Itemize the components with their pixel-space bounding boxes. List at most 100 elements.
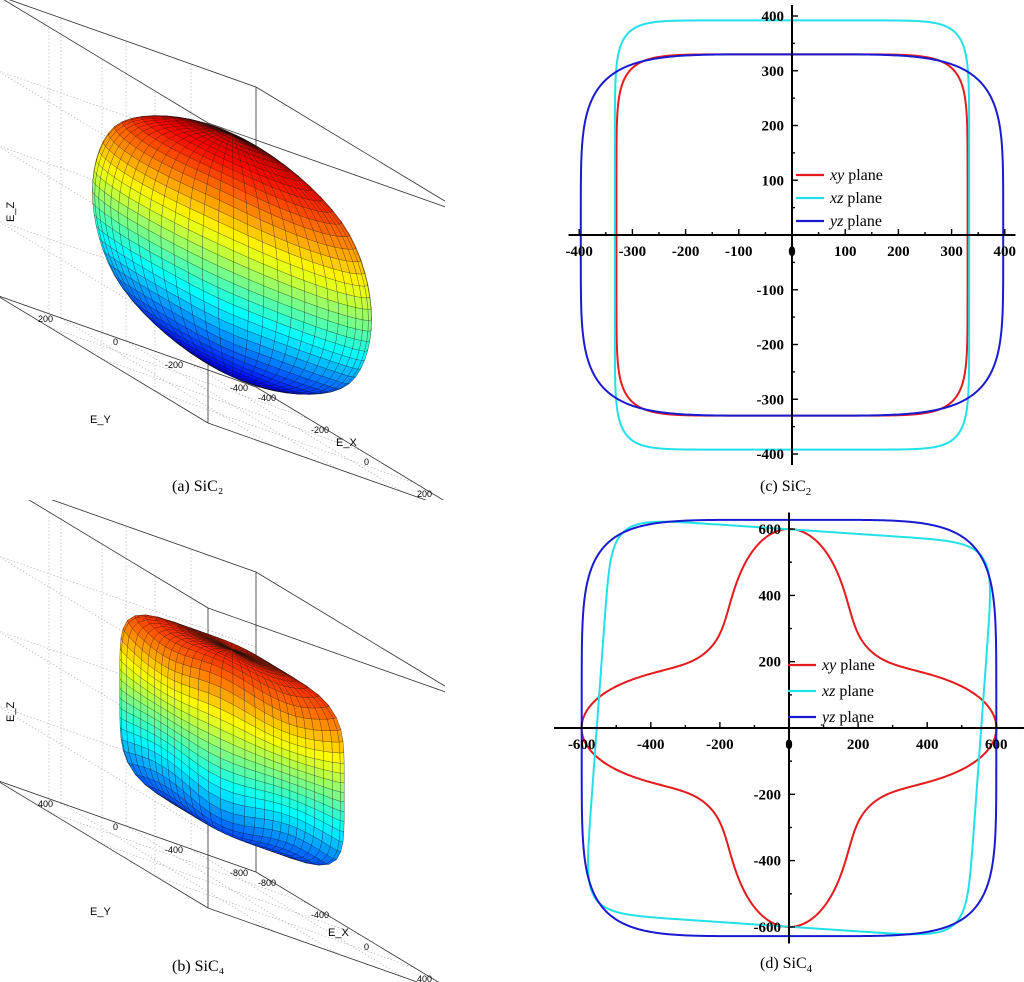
surface-patch bbox=[243, 825, 255, 836]
y-tick-label: 0 bbox=[113, 337, 118, 347]
x-tick-label: -400 bbox=[311, 910, 329, 920]
x-tick-label: -200 bbox=[311, 425, 329, 435]
x-tick-label: -400 bbox=[565, 244, 593, 260]
surface-patch bbox=[332, 762, 341, 774]
grid-line bbox=[0, 72, 209, 199]
surface-patch bbox=[340, 772, 345, 783]
series-line-xz bbox=[587, 520, 991, 936]
y-tick-label: 400 bbox=[38, 799, 53, 809]
surface-patch bbox=[332, 752, 341, 764]
surface-patch bbox=[362, 308, 369, 321]
surface-patch bbox=[262, 828, 273, 839]
x-tick-label: 400 bbox=[417, 974, 432, 982]
chart-c-axes: -400 -300 -200 -100 0 100 200 300 400 -400 -300 -20… bbox=[565, 5, 1016, 465]
x-tick-label: -200 bbox=[706, 737, 734, 753]
box-edge bbox=[51, 500, 257, 573]
x-tick-label: -400 bbox=[258, 393, 276, 403]
x-tick-label: 100 bbox=[834, 244, 857, 260]
grid-line bbox=[0, 557, 209, 684]
x-tick-label: 400 bbox=[916, 737, 939, 753]
y-tick-label: 300 bbox=[762, 64, 785, 80]
surface-patch bbox=[346, 235, 356, 250]
y-tick-label: 100 bbox=[762, 173, 785, 189]
y-tick-label: -200 bbox=[754, 787, 782, 803]
chart-c-caption-sub: 2 bbox=[805, 486, 812, 499]
chart-a-front-frame bbox=[207, 86, 445, 208]
chart-b-surface: -800-800-800-400-400-4000004004004008008… bbox=[0, 500, 445, 982]
y-tick-label: -300 bbox=[757, 392, 785, 408]
y-tick-label: 600 bbox=[759, 522, 782, 538]
chart-c-caption: (c) SiC2 bbox=[760, 478, 811, 498]
legend-entry-xz: xz plane bbox=[821, 683, 874, 700]
grid-line bbox=[0, 556, 257, 648]
y-tick-label: 400 bbox=[762, 9, 785, 25]
grid-line bbox=[154, 390, 416, 484]
chart-d-caption-text: (d) SiC bbox=[760, 955, 807, 972]
grid-line bbox=[60, 802, 274, 932]
chart-a-zlabel: E_Z bbox=[5, 202, 17, 222]
y-tick-label: 200 bbox=[38, 314, 53, 324]
y-tick-label: 0 bbox=[113, 822, 118, 832]
surface-patch bbox=[304, 728, 315, 741]
chart-d-caption: (d) SiC4 bbox=[760, 955, 812, 975]
legend-entry-xz: xz plane bbox=[829, 190, 882, 207]
x-tick-label: 0 bbox=[788, 244, 796, 260]
surface-patch bbox=[339, 830, 344, 843]
surface-patch bbox=[321, 730, 333, 743]
surface-patch bbox=[253, 826, 265, 837]
y-tick-label: -800 bbox=[230, 868, 248, 878]
chart-b-front-frame bbox=[207, 571, 445, 693]
surface-patch bbox=[367, 319, 372, 332]
chart-a-ylabel: E_Y bbox=[90, 414, 111, 426]
chart-c-legend: xy plane xz plane yz plane bbox=[796, 167, 883, 230]
box-edge bbox=[0, 780, 257, 873]
chart-a-surface: -400-400-400-200-200-2000002002002004004… bbox=[0, 0, 445, 500]
chart-b-surface-mesh bbox=[119, 614, 345, 866]
grid-line bbox=[125, 340, 339, 470]
surface-patch bbox=[313, 729, 324, 742]
grid-line bbox=[28, 500, 209, 609]
legend-entry-xy: xy plane bbox=[821, 657, 875, 674]
x-tick-label: 300 bbox=[940, 244, 963, 260]
y-tick-label: -400 bbox=[165, 845, 183, 855]
grid-line bbox=[255, 871, 439, 982]
surface-patch bbox=[263, 818, 274, 831]
x-tick-label: 0 bbox=[785, 737, 793, 753]
chart-b-ticks: -800-800-800-400-400-4000004004004008008… bbox=[38, 799, 432, 982]
box-edge bbox=[255, 86, 445, 202]
x-tick-label: -800 bbox=[258, 878, 276, 888]
chart-a-caption: (a) SiC₂ bbox=[172, 478, 224, 495]
box-edge bbox=[0, 295, 257, 388]
x-tick-label: -100 bbox=[725, 244, 753, 260]
surface-patch bbox=[340, 810, 345, 822]
surface-patch bbox=[340, 782, 345, 793]
chart-c-polar: -400 -300 -200 -100 0 100 200 300 400 -400 -300 -20… bbox=[565, 5, 1016, 465]
surface-patch bbox=[326, 705, 337, 719]
x-tick-label: -600 bbox=[568, 737, 596, 753]
surface-patch bbox=[314, 739, 324, 752]
grid-line bbox=[48, 811, 310, 905]
surface-patch bbox=[254, 817, 265, 829]
box-edge bbox=[207, 422, 427, 500]
y-tick-label: -400 bbox=[757, 447, 785, 463]
y-tick-label: -200 bbox=[757, 338, 785, 354]
surface-patch bbox=[244, 805, 256, 818]
x-tick-label: 0 bbox=[364, 457, 369, 467]
chart-d-axes: -600 -400 -200 0 200 400 600 -600 -400 -200 200 400… bbox=[554, 512, 1024, 944]
x-tick-label: 400 bbox=[994, 244, 1017, 260]
grid-line bbox=[125, 825, 339, 955]
surface-patch bbox=[314, 749, 324, 761]
grid-line bbox=[154, 875, 416, 969]
x-tick-label: 0 bbox=[364, 942, 369, 952]
box-edge bbox=[255, 871, 439, 982]
box-edge bbox=[255, 386, 444, 500]
y-tick-label: -600 bbox=[754, 920, 782, 936]
x-tick-label: 600 bbox=[985, 737, 1008, 753]
x-tick-label: -300 bbox=[619, 244, 647, 260]
box-edge bbox=[3, 0, 209, 124]
surface-patch bbox=[322, 741, 333, 753]
grid-line bbox=[190, 848, 404, 978]
chart-a-ticks: -400-400-400-200-200-2000002002002004004… bbox=[38, 314, 432, 499]
box-edge bbox=[8, 0, 257, 88]
legend-entry-yz: yz plane bbox=[828, 213, 882, 230]
